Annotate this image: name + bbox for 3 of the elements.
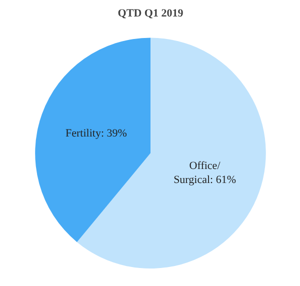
- slice-label: Fertility: 39%: [66, 127, 127, 140]
- chart-title: QTD Q1 2019: [118, 8, 184, 20]
- slice-label: Office/ Surgical: 61%: [174, 160, 236, 186]
